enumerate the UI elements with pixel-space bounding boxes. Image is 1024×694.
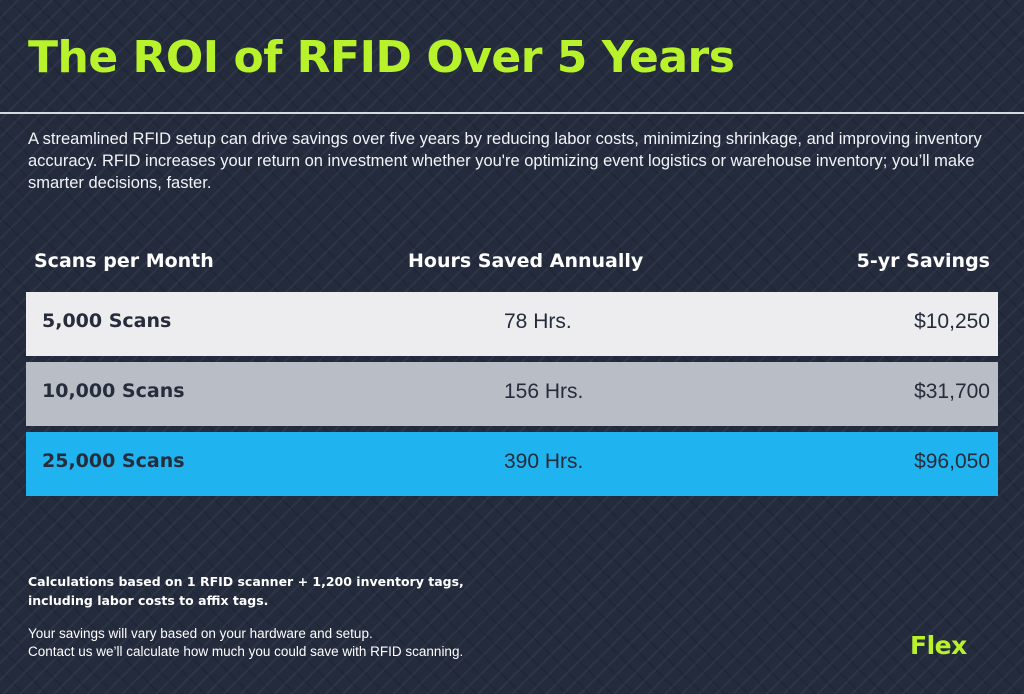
- row-hours: 390 Hrs.: [504, 450, 584, 473]
- intro-paragraph: A streamlined RFID setup can drive savin…: [28, 130, 982, 192]
- table-row: 5,000 Scans 78 Hrs. $10,250: [26, 292, 998, 356]
- savings-disclaimer: Your savings will vary based on your har…: [28, 625, 728, 661]
- row-savings: $31,700: [914, 380, 990, 403]
- contact-line: Contact us we’ll calculate how much you …: [28, 644, 464, 659]
- title-divider: [0, 112, 1024, 114]
- row-scans: 25,000 Scans: [42, 450, 185, 472]
- page-title: The ROI of RFID Over 5 Years: [28, 32, 735, 83]
- row-hours: 156 Hrs.: [504, 380, 584, 403]
- header-five-year-savings: 5-yr Savings: [856, 250, 990, 272]
- header-scans-per-month: Scans per Month: [34, 250, 214, 272]
- disclaimer-line: Your savings will vary based on your har…: [28, 626, 373, 641]
- table-row: 25,000 Scans 390 Hrs. $96,050: [26, 432, 998, 496]
- flex-logo: Flex: [910, 631, 967, 660]
- header-hours-saved: Hours Saved Annually: [408, 250, 644, 272]
- row-savings: $10,250: [914, 310, 990, 333]
- row-scans: 5,000 Scans: [42, 310, 172, 332]
- row-scans: 10,000 Scans: [42, 380, 185, 402]
- row-hours: 78 Hrs.: [504, 310, 572, 333]
- calculation-footnote: Calculations based on 1 RFID scanner + 1…: [28, 574, 464, 608]
- row-savings: $96,050: [914, 450, 990, 473]
- table-row: 10,000 Scans 156 Hrs. $31,700: [26, 362, 998, 426]
- table-header: Scans per Month Hours Saved Annually 5-y…: [26, 246, 998, 280]
